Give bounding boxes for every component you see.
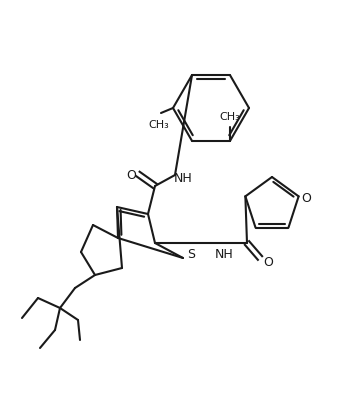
Text: O: O [302,192,312,205]
Text: S: S [187,247,195,261]
Text: CH₃: CH₃ [220,112,240,122]
Text: NH: NH [174,171,192,185]
Text: O: O [263,256,273,268]
Text: O: O [126,169,136,182]
Text: CH₃: CH₃ [149,120,169,130]
Text: NH: NH [215,249,234,261]
